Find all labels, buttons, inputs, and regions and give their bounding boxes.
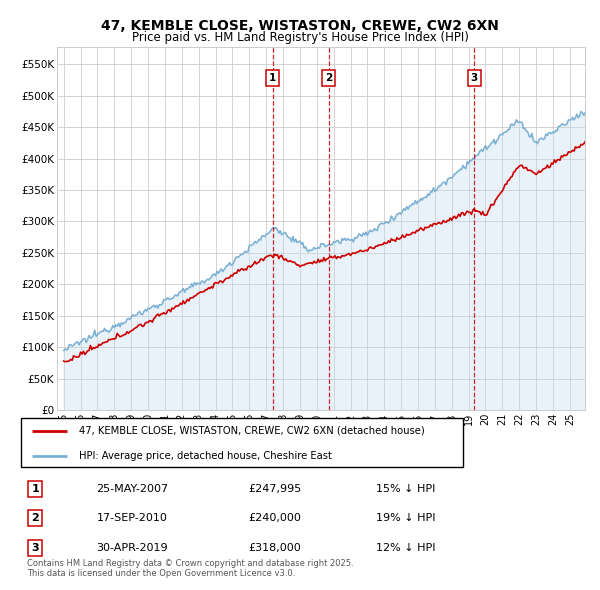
Text: 2: 2 — [325, 73, 332, 83]
Text: £240,000: £240,000 — [248, 513, 301, 523]
Text: 1: 1 — [269, 73, 276, 83]
Text: 15% ↓ HPI: 15% ↓ HPI — [376, 484, 435, 494]
FancyBboxPatch shape — [21, 418, 463, 467]
Text: 47, KEMBLE CLOSE, WISTASTON, CREWE, CW2 6XN: 47, KEMBLE CLOSE, WISTASTON, CREWE, CW2 … — [101, 19, 499, 33]
Text: 2: 2 — [31, 513, 39, 523]
Text: 3: 3 — [32, 543, 39, 553]
Text: 25-MAY-2007: 25-MAY-2007 — [97, 484, 169, 494]
Text: 30-APR-2019: 30-APR-2019 — [97, 543, 168, 553]
Text: 17-SEP-2010: 17-SEP-2010 — [97, 513, 167, 523]
Text: £318,000: £318,000 — [248, 543, 301, 553]
Text: HPI: Average price, detached house, Cheshire East: HPI: Average price, detached house, Ches… — [79, 451, 332, 461]
Text: 47, KEMBLE CLOSE, WISTASTON, CREWE, CW2 6XN (detached house): 47, KEMBLE CLOSE, WISTASTON, CREWE, CW2 … — [79, 426, 425, 436]
Text: Contains HM Land Registry data © Crown copyright and database right 2025.
This d: Contains HM Land Registry data © Crown c… — [26, 559, 353, 578]
Text: £247,995: £247,995 — [248, 484, 301, 494]
Text: 12% ↓ HPI: 12% ↓ HPI — [376, 543, 436, 553]
Text: Price paid vs. HM Land Registry's House Price Index (HPI): Price paid vs. HM Land Registry's House … — [131, 31, 469, 44]
Text: 19% ↓ HPI: 19% ↓ HPI — [376, 513, 436, 523]
Text: 3: 3 — [470, 73, 478, 83]
Text: 1: 1 — [31, 484, 39, 494]
